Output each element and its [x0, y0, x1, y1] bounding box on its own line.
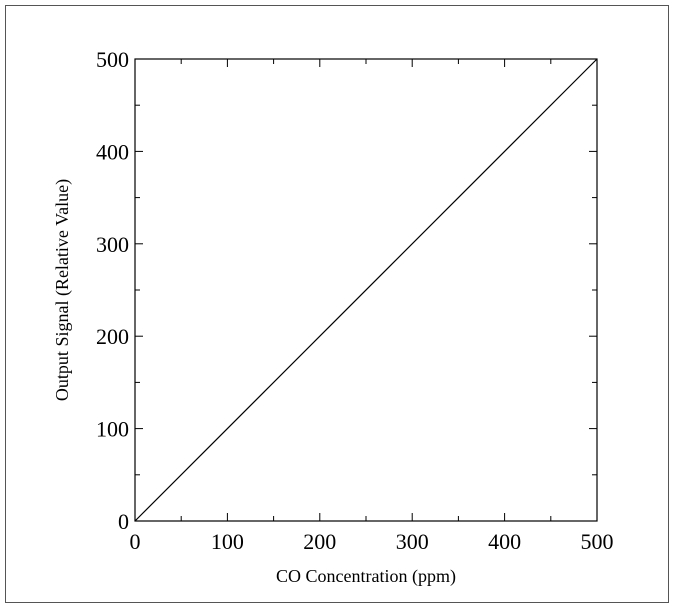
y-tick-label: 500 — [96, 47, 129, 72]
x-tick-label: 200 — [303, 529, 336, 554]
x-tick-label: 0 — [130, 529, 141, 554]
y-tick-label: 400 — [96, 139, 129, 164]
series-layer — [134, 58, 598, 522]
chart-frame — [5, 5, 669, 603]
y-tick-label: 200 — [96, 324, 129, 349]
y-tick-label: 0 — [118, 509, 129, 534]
x-tick-label: 100 — [211, 529, 244, 554]
axis-ticks — [134, 58, 598, 522]
x-tick-label: 300 — [396, 529, 429, 554]
y-tick-label: 300 — [96, 232, 129, 257]
y-axis-label: Output Signal (Relative Value) — [52, 179, 73, 401]
series-line — [134, 58, 598, 522]
x-axis-label: CO Concentration (ppm) — [276, 566, 456, 587]
x-tick-label: 400 — [488, 529, 521, 554]
x-tick-label: 500 — [581, 529, 614, 554]
y-tick-label: 100 — [96, 417, 129, 442]
axis-tick-labels: 0 100 200 300 400 500 0 100 200 300 400 500 — [96, 47, 614, 554]
